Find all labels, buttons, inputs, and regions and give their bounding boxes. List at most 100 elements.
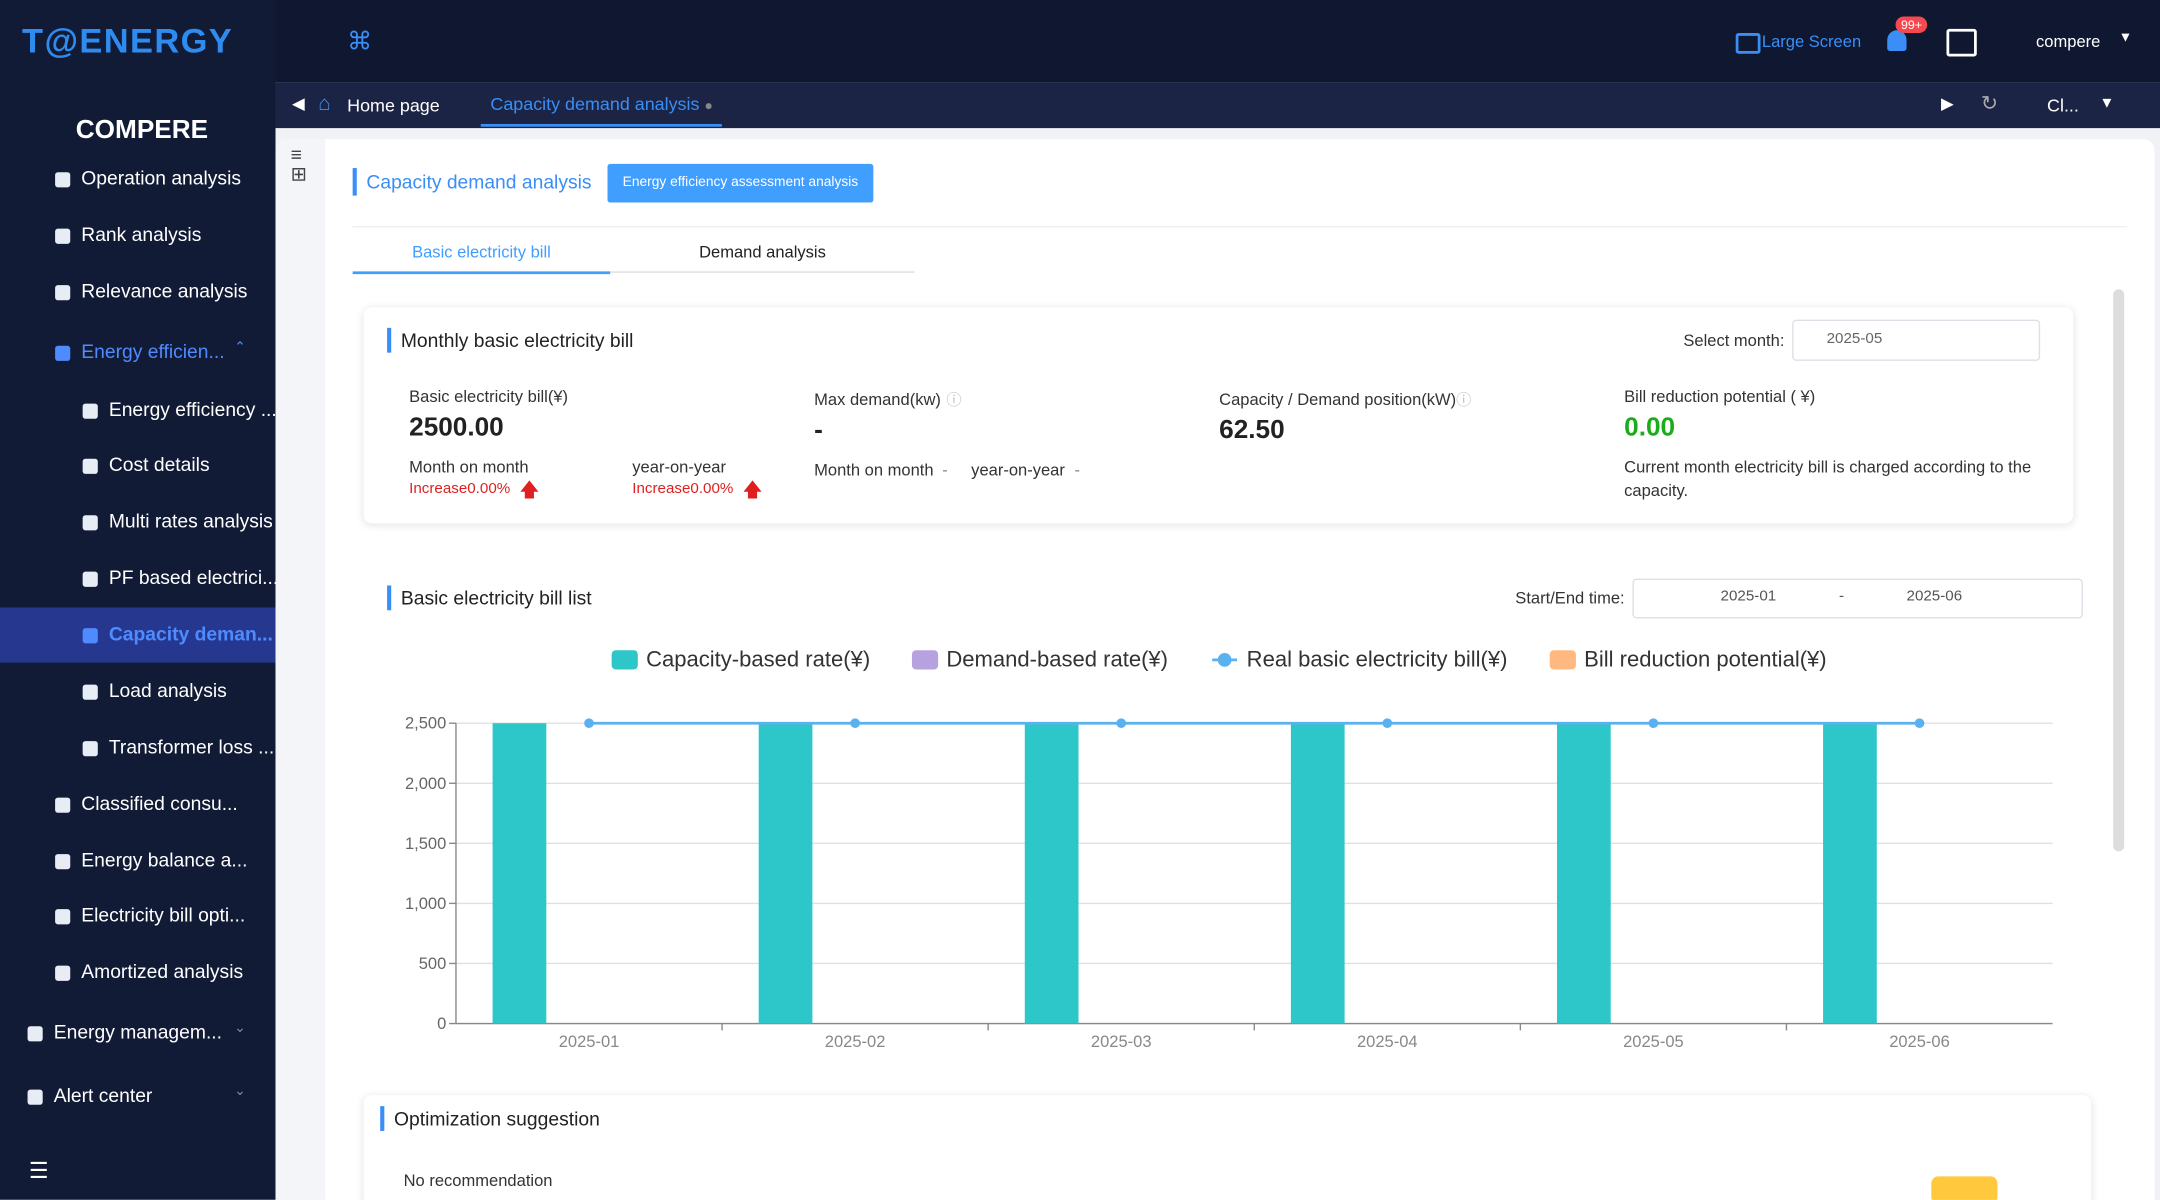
select-label: Select month: xyxy=(1683,330,1785,350)
tab-active[interactable]: Capacity demand analysis ● xyxy=(480,83,723,127)
mom-value: - xyxy=(942,460,948,480)
menu-item[interactable]: Energy managem... xyxy=(53,1020,223,1043)
illustration xyxy=(1931,1176,1998,1200)
legend-label: Demand-based rate(¥) xyxy=(946,647,1168,672)
x-tick-label: 2025-05 xyxy=(1623,1032,1684,1051)
menu-icon xyxy=(55,345,71,361)
menu-item[interactable]: Transformer loss ... xyxy=(108,735,275,758)
tab-prev[interactable]: ◀ xyxy=(292,93,305,113)
menu-icon xyxy=(55,797,71,813)
optimization-text: No recommendation xyxy=(403,1170,553,1191)
yoy-value: - xyxy=(1074,460,1080,480)
sidebar-title: COMPERE xyxy=(75,115,209,145)
metric-value: 62.50 xyxy=(1219,416,1285,445)
metric-label: Max demand(kw) xyxy=(814,389,941,410)
menu-icon xyxy=(27,1089,43,1105)
user-caret[interactable]: ▼ xyxy=(2118,30,2133,46)
legend-swatch xyxy=(1549,650,1576,670)
up-arrow: 🡅 xyxy=(519,478,540,501)
menu-icon xyxy=(55,965,71,981)
bar xyxy=(1290,723,1345,1024)
range-picker[interactable] xyxy=(1632,578,2083,619)
metric-label: Basic electricity bill(¥) xyxy=(409,387,569,407)
month-value: 2025-05 xyxy=(1826,330,1883,348)
menu-item[interactable]: Energy efficiency ... xyxy=(108,398,277,421)
menu-chevron[interactable]: ⌄ xyxy=(234,1084,246,1100)
y-tick-label: 1,500 xyxy=(405,834,446,853)
badge: 99+ xyxy=(1895,16,1928,34)
yoy-value: Increase0.00% xyxy=(632,480,734,498)
mom-label: Month on month xyxy=(814,460,934,480)
tab-bar: ◀ ⌂ Home page Capacity demand analysis ●… xyxy=(275,82,2160,129)
point xyxy=(1914,718,1925,729)
user[interactable]: compere xyxy=(2036,31,2101,51)
collapse-icon[interactable]: ☰ xyxy=(28,1159,49,1184)
menu-item[interactable]: Multi rates analysis xyxy=(108,509,273,532)
x-tick-label: 2025-04 xyxy=(1357,1032,1418,1051)
menu-item[interactable]: PF based electrici... xyxy=(108,566,279,589)
bar xyxy=(1556,723,1611,1024)
menu-item[interactable]: Classified consu... xyxy=(81,792,238,815)
mom-label: Month on month xyxy=(409,457,529,477)
menu-item[interactable]: Energy efficien... xyxy=(81,340,225,363)
y-tick-label: 500 xyxy=(419,954,447,973)
menu-item[interactable]: Electricity bill opti... xyxy=(81,903,246,926)
subtab[interactable]: Demand analysis xyxy=(610,237,915,273)
metric-value: - xyxy=(814,416,823,445)
menu-chevron[interactable]: ⌃ xyxy=(234,340,246,356)
help-icon[interactable]: ⓘ xyxy=(946,392,962,410)
menu-icon xyxy=(82,628,98,644)
menu-icon xyxy=(82,571,98,587)
metric-value: 2500.00 xyxy=(409,413,504,443)
menu-item[interactable]: Alert center xyxy=(53,1084,153,1107)
tab-close[interactable]: ● xyxy=(704,99,713,115)
assessment-button[interactable]: Energy efficiency assessment analysis xyxy=(607,163,874,203)
bar xyxy=(758,723,813,1024)
refresh[interactable]: ↻ xyxy=(1980,92,1999,116)
tab-menu[interactable]: Cl... xyxy=(2047,95,2079,116)
menu-icon xyxy=(55,172,71,188)
range-end: 2025-06 xyxy=(1906,588,1963,605)
tab[interactable]: Home page xyxy=(347,95,440,116)
menu-item[interactable]: Rank analysis xyxy=(81,223,202,246)
apps-icon[interactable]: ⌘ xyxy=(347,27,372,56)
legend-label: Capacity-based rate(¥) xyxy=(646,647,870,672)
chart: 0 500 1,000 1,500 2,000 2,500 2025-01 2025-02 20… xyxy=(405,647,2053,1051)
menu-item[interactable]: Amortized analysis xyxy=(81,960,244,983)
menu-icon xyxy=(82,403,98,419)
scrollbar[interactable] xyxy=(2113,289,2125,852)
subtab-active[interactable]: Basic electricity bill xyxy=(352,237,611,275)
bar xyxy=(1024,723,1079,1024)
menu-item[interactable]: Relevance analysis xyxy=(81,279,248,302)
legend-swatch xyxy=(611,650,638,670)
menu-icon xyxy=(55,285,71,301)
menu-item[interactable]: Energy balance a... xyxy=(81,848,248,871)
menu-item[interactable]: Cost details xyxy=(108,453,210,476)
point xyxy=(850,718,860,729)
bell[interactable] xyxy=(1887,30,1907,51)
x-tick-label: 2025-01 xyxy=(559,1032,620,1051)
up-arrow: 🡅 xyxy=(742,478,763,501)
menu-chevron[interactable]: ⌄ xyxy=(234,1020,246,1036)
menu-icon xyxy=(27,1026,43,1042)
tab-next[interactable]: ▶ xyxy=(1940,93,1954,113)
tree-toggle[interactable]: ≡ ⊞ xyxy=(290,143,307,185)
menu-item[interactable]: Capacity deman... xyxy=(108,622,273,645)
tab-menu-caret[interactable]: ▼ xyxy=(2099,95,2115,112)
mom-value: Increase0.00% xyxy=(409,480,511,498)
x-tick-label: 2025-02 xyxy=(825,1032,886,1051)
time-label: Start/End time: xyxy=(1515,588,1625,608)
menu-icon xyxy=(82,458,98,474)
legend-swatch xyxy=(1217,652,1232,667)
help-icon[interactable]: ⓘ xyxy=(1456,392,1472,410)
image-icon[interactable] xyxy=(1946,28,1977,57)
large-screen[interactable]: Large Screen xyxy=(1761,31,1862,51)
menu-icon xyxy=(55,228,71,244)
menu-item[interactable]: Load analysis xyxy=(108,679,227,702)
month-picker[interactable] xyxy=(1792,319,2041,361)
home-icon: ⌂ xyxy=(318,92,331,116)
card-title: Monthly basic electricity bill xyxy=(387,327,633,353)
menu-icon xyxy=(82,684,98,700)
menu-item[interactable]: Operation analysis xyxy=(81,166,242,189)
